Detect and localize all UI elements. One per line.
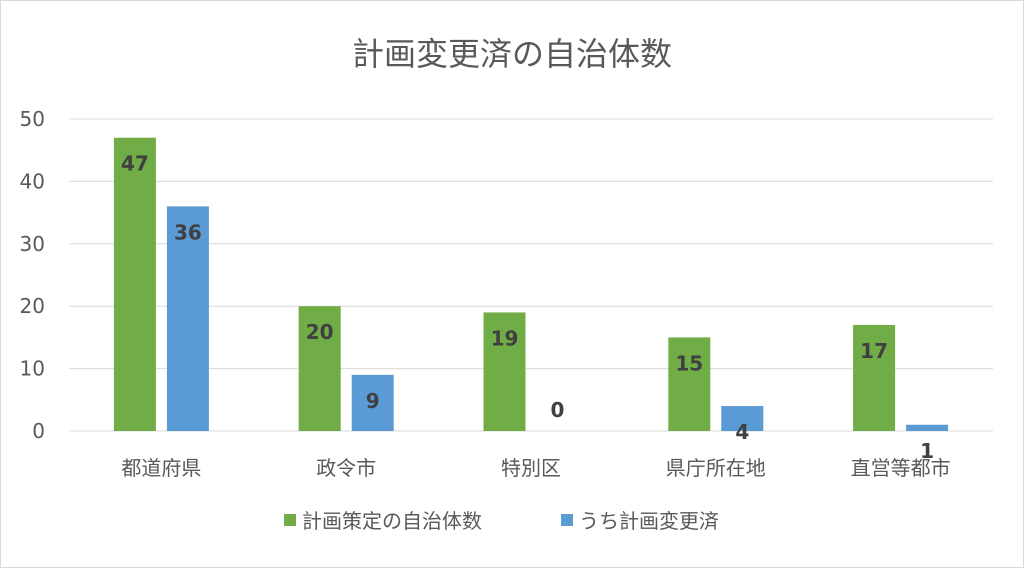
data-label: 1 [920,439,934,463]
data-label: 47 [121,152,149,176]
bar [853,324,896,431]
bar [113,137,156,431]
data-label: 9 [366,389,380,413]
data-label: 17 [860,339,888,363]
y-tick-label: 10 [20,357,45,381]
legend-label: 計画策定の自治体数 [302,509,482,533]
data-label: 36 [174,220,202,244]
y-tick-label: 50 [20,107,45,131]
x-tick-label: 都道府県 [121,456,201,480]
x-tick-label: 直営等都市 [851,456,951,480]
y-tick-label: 40 [20,169,45,193]
legend-label: うち計画変更済 [579,509,719,533]
chart-title: 計画変更済の自治体数 [352,35,672,73]
bar [906,424,949,431]
gridlines [69,118,993,432]
bar [298,306,341,431]
data-label: 0 [551,398,565,422]
bars [113,137,949,431]
bar [668,337,711,431]
data-label: 19 [491,326,519,350]
x-tick-label: 県庁所在地 [666,456,766,480]
x-tick-label: 特別区 [501,456,561,480]
data-label: 15 [675,351,703,375]
data-label: 4 [735,420,749,444]
legend: 計画策定の自治体数 うち計画変更済 [284,509,719,533]
x-tick-label: 政令市 [316,456,376,480]
y-tick-label: 0 [32,419,45,443]
bar [483,312,526,431]
x-axis-ticks: 都道府県 政令市 特別区 県庁所在地 直営等都市 [121,456,950,480]
y-tick-label: 30 [20,232,45,256]
bar [351,374,394,431]
bar [166,206,209,431]
y-tick-label: 20 [20,294,45,318]
data-labels: 47 36 20 9 19 0 15 4 17 1 [121,152,934,463]
data-label: 20 [306,320,334,344]
legend-swatch [284,514,296,526]
legend-swatch [561,514,573,526]
y-axis-ticks: 0 10 20 30 40 50 [20,107,45,443]
bar [721,406,764,431]
